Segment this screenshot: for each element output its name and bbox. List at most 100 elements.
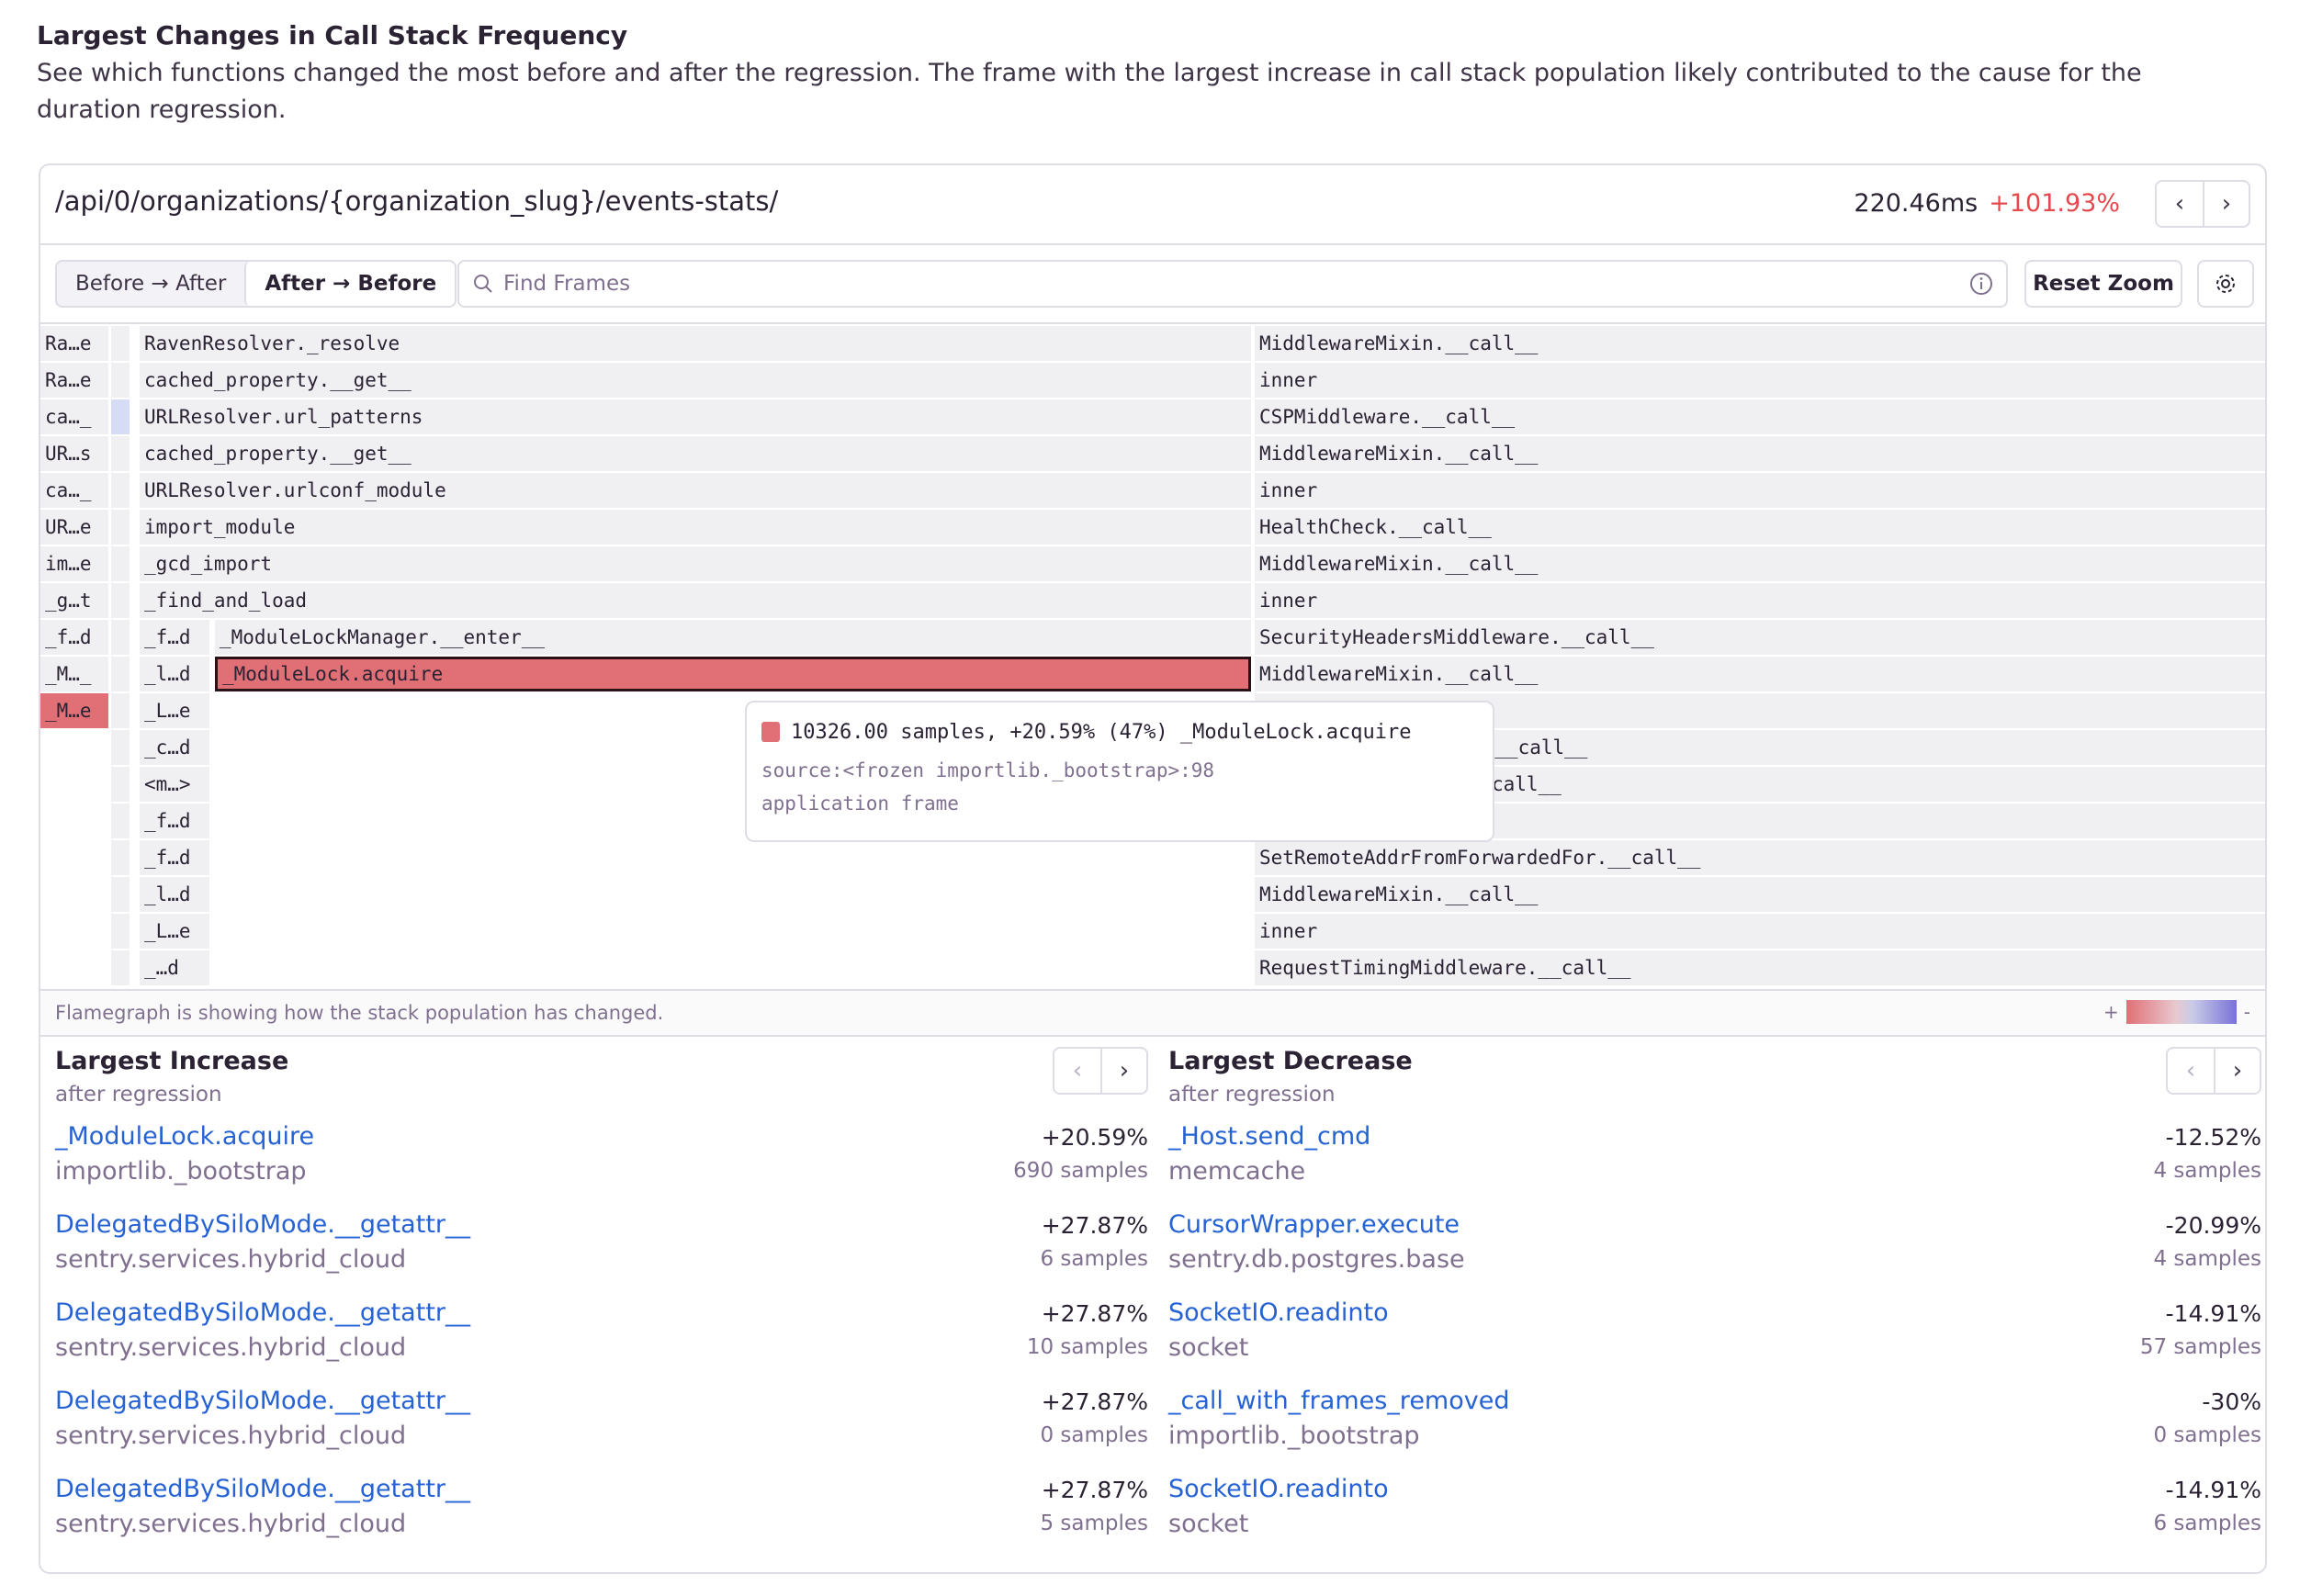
info-icon[interactable] — [1969, 272, 1993, 296]
frame-cell[interactable]: Ra…e — [40, 363, 108, 398]
function-link[interactable]: _call_with_frames_removed — [1168, 1387, 1510, 1415]
frame-cell[interactable]: URLResolver.urlconf_module — [140, 473, 1251, 508]
frame-cell[interactable]: _ModuleLockManager.__enter__ — [215, 620, 1251, 655]
frame-cell[interactable] — [111, 620, 130, 655]
frame-cell[interactable] — [111, 546, 130, 581]
frame-cell[interactable]: SecurityHeadersMiddleware.__call__ — [1255, 620, 2265, 655]
function-link[interactable]: SocketIO.readinto — [1168, 1475, 1389, 1503]
frame-cell[interactable]: MiddlewareMixin.__call__ — [1255, 657, 2265, 691]
frame-cell[interactable] — [111, 363, 130, 398]
frame-cell[interactable]: MiddlewareMixin.__call__ — [1255, 546, 2265, 581]
frame-cell[interactable]: HealthCheck.__call__ — [1255, 510, 2265, 545]
frame-cell[interactable] — [111, 583, 130, 618]
frame-cell[interactable]: ca…_ — [40, 399, 108, 434]
function-link[interactable]: SocketIO.readinto — [1168, 1298, 1389, 1327]
regression-card: /api/0/organizations/{organization_slug}… — [39, 163, 2267, 1574]
sample-count: 0 samples — [2153, 1423, 2261, 1447]
frame-cell[interactable]: _M…e — [40, 693, 108, 728]
mode-before-after[interactable]: Before → After — [75, 272, 227, 296]
frame-cell[interactable]: _f…d — [40, 620, 108, 655]
frame-cell[interactable]: _f…d — [140, 804, 209, 838]
settings-button[interactable] — [2197, 260, 2254, 308]
frame-cell[interactable]: Ra…e — [40, 326, 108, 361]
frame-cell[interactable]: <m…> — [140, 767, 209, 802]
frame-cell[interactable]: SetRemoteAddrFromForwardedFor.__call__ — [1255, 840, 2265, 875]
footer-text: Flamegraph is showing how the stack popu… — [55, 1002, 664, 1024]
frame-cell[interactable] — [111, 473, 130, 508]
function-link[interactable]: DelegatedBySiloMode.__getattr__ — [55, 1387, 470, 1415]
frame-cell[interactable]: RequestTimingMiddleware.__call__ — [1255, 950, 2265, 985]
reset-zoom-button[interactable]: Reset Zoom — [2024, 260, 2182, 308]
flamegraph[interactable]: Ra…e RavenResolver._resolve MiddlewareMixi… — [40, 324, 2265, 987]
frame-cell[interactable] — [111, 767, 130, 802]
frame-cell[interactable] — [111, 657, 130, 691]
percent-change: -12.52% — [2165, 1124, 2261, 1151]
frame-cell[interactable] — [111, 950, 130, 985]
chevron-right-icon[interactable]: › — [1100, 1049, 1146, 1093]
frame-cell[interactable]: inner — [1255, 583, 2265, 618]
frame-cell[interactable]: cached_property.__get__ — [140, 363, 1251, 398]
module-name: socket — [1168, 1510, 1249, 1538]
list-item: DelegatedBySiloMode.__getattr__ sentry.se… — [55, 1475, 1148, 1563]
list-item: _Host.send_cmd memcache -12.52% 4 samples — [1168, 1122, 2261, 1210]
frame-cell[interactable]: _M…_ — [40, 657, 108, 691]
frame-cell[interactable]: MiddlewareMixin.__call__ — [1255, 877, 2265, 912]
frame-cell[interactable]: inner — [1255, 914, 2265, 949]
frame-cell[interactable]: CSPMiddleware.__call__ — [1255, 399, 2265, 434]
frame-cell[interactable]: _f…d — [140, 840, 209, 875]
frame-cell[interactable]: _L…e — [140, 693, 209, 728]
frame-cell[interactable] — [111, 693, 130, 728]
function-link[interactable]: DelegatedBySiloMode.__getattr__ — [55, 1298, 470, 1327]
frame-cell[interactable]: _L…e — [140, 914, 209, 949]
frame-cell[interactable]: _gcd_import — [140, 546, 1251, 581]
frame-cell[interactable] — [111, 510, 130, 545]
frame-cell[interactable]: UR…s — [40, 436, 108, 471]
frame-cell[interactable] — [111, 399, 130, 434]
mode-after-before[interactable]: After → Before — [244, 262, 456, 306]
frame-cell[interactable] — [111, 326, 130, 361]
function-link[interactable]: DelegatedBySiloMode.__getattr__ — [55, 1210, 470, 1239]
frame-cell[interactable]: im…e — [40, 546, 108, 581]
find-frames-input[interactable]: Find Frames — [457, 260, 2008, 308]
frame-cell[interactable]: inner — [1255, 473, 2265, 508]
frame-cell[interactable]: _ModuleLock.acquire — [215, 657, 1251, 691]
frame-cell[interactable]: UR…e — [40, 510, 108, 545]
frame-cell[interactable]: inner — [1255, 363, 2265, 398]
frame-cell[interactable] — [111, 436, 130, 471]
frame-cell[interactable] — [111, 804, 130, 838]
frame-cell[interactable] — [111, 730, 130, 765]
panel-subtitle: after regression — [1168, 1083, 1336, 1107]
frame-cell[interactable]: cached_property.__get__ — [140, 436, 1251, 471]
frame-cell[interactable]: _l…d — [140, 877, 209, 912]
module-name: memcache — [1168, 1157, 1306, 1186]
percent-change: +27.87% — [1041, 1212, 1148, 1239]
frame-cell[interactable] — [111, 914, 130, 949]
frame-cell[interactable]: _f…d — [140, 620, 209, 655]
chevron-right-icon[interactable]: › — [2214, 1049, 2260, 1093]
search-placeholder: Find Frames — [503, 272, 631, 296]
frame-cell[interactable]: RavenResolver._resolve — [140, 326, 1251, 361]
flamegraph-footer: Flamegraph is showing how the stack popu… — [40, 989, 2265, 1037]
chevron-left-icon[interactable]: ‹ — [2174, 190, 2185, 218]
frame-cell[interactable]: MiddlewareMixin.__call__ — [1255, 326, 2265, 361]
frame-cell[interactable]: _…d — [140, 950, 209, 985]
chevron-left-icon[interactable]: ‹ — [1072, 1057, 1083, 1085]
sample-count: 57 samples — [2139, 1335, 2261, 1359]
frame-cell[interactable]: _c…d — [140, 730, 209, 765]
frame-cell[interactable]: ca…_ — [40, 473, 108, 508]
list-item: CursorWrapper.execute sentry.db.postgres.… — [1168, 1210, 2261, 1298]
chevron-left-icon[interactable]: ‹ — [2185, 1057, 2196, 1085]
function-link[interactable]: _Host.send_cmd — [1168, 1122, 1371, 1151]
chevron-right-icon[interactable]: › — [2203, 182, 2249, 226]
function-link[interactable]: _ModuleLock.acquire — [55, 1122, 315, 1151]
function-link[interactable]: CursorWrapper.execute — [1168, 1210, 1460, 1239]
frame-cell[interactable]: URLResolver.url_patterns — [140, 399, 1251, 434]
frame-cell[interactable]: import_module — [140, 510, 1251, 545]
frame-cell[interactable] — [111, 840, 130, 875]
frame-cell[interactable]: _find_and_load — [140, 583, 1251, 618]
frame-cell[interactable]: MiddlewareMixin.__call__ — [1255, 436, 2265, 471]
frame-cell[interactable] — [111, 877, 130, 912]
function-link[interactable]: DelegatedBySiloMode.__getattr__ — [55, 1475, 470, 1503]
frame-cell[interactable]: _l…d — [140, 657, 209, 691]
frame-cell[interactable]: _g…t — [40, 583, 108, 618]
